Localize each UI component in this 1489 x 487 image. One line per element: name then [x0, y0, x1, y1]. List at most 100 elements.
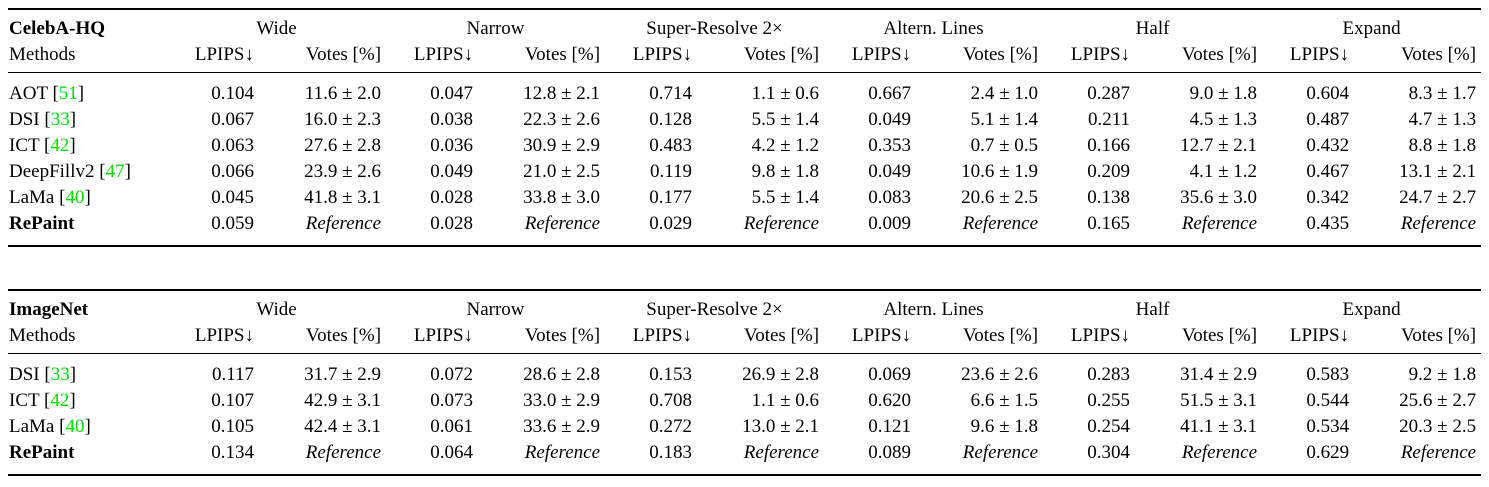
citation-number: 42 — [50, 135, 70, 156]
dataset-title: ImageNet — [9, 299, 89, 320]
votes-value: 41.1 ± 3.1 — [1180, 416, 1258, 437]
lpips-value: 0.121 — [868, 416, 912, 437]
reference-value: Reference — [1181, 442, 1258, 463]
column-group-header: Half — [1135, 299, 1170, 320]
citation-bracket-close: ] — [84, 187, 91, 208]
lpips-header: LPIPS↓ — [194, 44, 254, 65]
votes-value: 9.8 ± 1.8 — [751, 161, 820, 182]
method-name-cell: LaMa [40] — [8, 414, 167, 440]
lpips-value: 0.432 — [1306, 135, 1350, 156]
citation-bracket-open: [ — [54, 416, 66, 437]
lpips-value: 0.107 — [211, 390, 254, 411]
lpips-value: 0.283 — [1087, 364, 1131, 385]
lpips-value: 0.009 — [868, 213, 912, 234]
imagenet-results-table: ImageNet Wide Narrow Super-Resolve 2× Altern… — [8, 289, 1482, 476]
column-group-header: Expand — [1342, 299, 1401, 320]
method-name: AOT — [9, 83, 48, 104]
votes-value: 25.6 ± 2.7 — [1399, 390, 1477, 411]
lpips-value: 0.255 — [1087, 390, 1131, 411]
lpips-value: 0.064 — [430, 442, 474, 463]
method-name-cell: RePaint — [8, 440, 167, 475]
citation-bracket-close: ] — [124, 161, 131, 182]
lpips-value: 0.105 — [211, 416, 254, 437]
header-group-row: CelebA-HQ Wide Narrow Super-Resolve 2× Alter… — [8, 9, 1481, 42]
table-row: RePaint 0.134 Reference 0.064 Reference 0.183… — [8, 440, 1481, 475]
citation-bracket-open: [ — [39, 390, 51, 411]
votes-value: 27.6 ± 2.8 — [304, 135, 382, 156]
lpips-value: 0.049 — [430, 161, 474, 182]
lpips-value: 0.353 — [868, 135, 912, 156]
lpips-header: LPIPS↓ — [1070, 325, 1131, 346]
paper-results-page: CelebA-HQ Wide Narrow Super-Resolve 2× Alter… — [8, 8, 1482, 476]
votes-value: 12.7 ± 2.1 — [1180, 135, 1258, 156]
votes-value: 8.8 ± 1.8 — [1408, 135, 1477, 156]
table-row: LaMa [40] 0.105 42.4 ± 3.1 0.061 33.6 ± 2.9 0… — [8, 414, 1481, 440]
reference-value: Reference — [524, 213, 601, 234]
lpips-value: 0.604 — [1306, 83, 1350, 104]
table-row: RePaint 0.059 Reference 0.028 Reference 0.029… — [8, 211, 1481, 246]
method-name-cell: DSI [33] — [8, 107, 167, 133]
column-group-header: Altern. Lines — [883, 18, 984, 39]
votes-value: 33.8 ± 3.0 — [523, 187, 601, 208]
lpips-value: 0.254 — [1087, 416, 1131, 437]
votes-value: 2.4 ± 1.0 — [970, 83, 1039, 104]
lpips-value: 0.534 — [1306, 416, 1350, 437]
method-name-cell: ICT [42] — [8, 388, 167, 414]
lpips-value: 0.211 — [1088, 109, 1131, 130]
lpips-value: 0.072 — [430, 364, 474, 385]
votes-value: 16.0 ± 2.3 — [304, 109, 382, 130]
votes-value: 42.9 ± 3.1 — [304, 390, 382, 411]
votes-value: 10.6 ± 1.9 — [961, 161, 1039, 182]
lpips-value: 0.483 — [649, 135, 693, 156]
votes-value: 9.2 ± 1.8 — [1408, 364, 1477, 385]
votes-value: 31.7 ± 2.9 — [304, 364, 382, 385]
votes-value: 35.6 ± 3.0 — [1180, 187, 1258, 208]
method-name-cell: ICT [42] — [8, 133, 167, 159]
lpips-value: 0.069 — [868, 364, 912, 385]
votes-value: 5.5 ± 1.4 — [751, 109, 820, 130]
reference-value: Reference — [524, 442, 601, 463]
lpips-value: 0.714 — [649, 83, 693, 104]
lpips-header: LPIPS↓ — [194, 325, 254, 346]
votes-value: 12.8 ± 2.1 — [523, 83, 601, 104]
votes-value: 4.2 ± 1.2 — [751, 135, 820, 156]
votes-header: Votes [%] — [524, 44, 601, 65]
citation-number: 33 — [50, 109, 70, 130]
votes-value: 13.1 ± 2.1 — [1399, 161, 1477, 182]
reference-value: Reference — [1400, 442, 1477, 463]
lpips-header: LPIPS↓ — [632, 44, 693, 65]
column-group-header: Super-Resolve 2× — [646, 18, 783, 39]
method-name: LaMa — [9, 187, 55, 208]
citation-bracket-open: [ — [94, 161, 106, 182]
table-row: DSI [33] 0.067 16.0 ± 2.3 0.038 22.3 ± 2.6 0.… — [8, 107, 1481, 133]
header-group-row: ImageNet Wide Narrow Super-Resolve 2× Altern… — [8, 290, 1481, 323]
lpips-value: 0.066 — [211, 161, 254, 182]
method-name: DeepFillv2 — [9, 161, 95, 182]
lpips-value: 0.073 — [430, 390, 474, 411]
votes-value: 1.1 ± 0.6 — [751, 390, 820, 411]
citation-bracket-open: [ — [47, 83, 59, 104]
column-group-header: Wide — [256, 18, 297, 39]
votes-value: 23.9 ± 2.6 — [304, 161, 382, 182]
lpips-value: 0.038 — [430, 109, 474, 130]
votes-value: 9.0 ± 1.8 — [1189, 83, 1258, 104]
lpips-value: 0.667 — [868, 83, 912, 104]
votes-value: 9.6 ± 1.8 — [970, 416, 1039, 437]
votes-header: Votes [%] — [305, 325, 382, 346]
reference-value: Reference — [1181, 213, 1258, 234]
lpips-value: 0.304 — [1087, 442, 1131, 463]
method-name-cell: AOT [51] — [8, 73, 167, 108]
votes-header: Votes [%] — [524, 325, 601, 346]
table-row: LaMa [40] 0.045 41.8 ± 3.1 0.028 33.8 ± 3.0 0… — [8, 185, 1481, 211]
lpips-value: 0.117 — [211, 364, 254, 385]
lpips-value: 0.583 — [1306, 364, 1350, 385]
lpips-value: 0.036 — [430, 135, 474, 156]
votes-value: 30.9 ± 2.9 — [523, 135, 601, 156]
lpips-value: 0.104 — [211, 83, 254, 104]
reference-value: Reference — [962, 213, 1039, 234]
methods-column-label: Methods — [9, 44, 76, 65]
votes-header: Votes [%] — [962, 44, 1039, 65]
votes-value: 11.6 ± 2.0 — [304, 83, 382, 104]
reference-value: Reference — [743, 442, 820, 463]
citation-bracket-close: ] — [69, 390, 76, 411]
